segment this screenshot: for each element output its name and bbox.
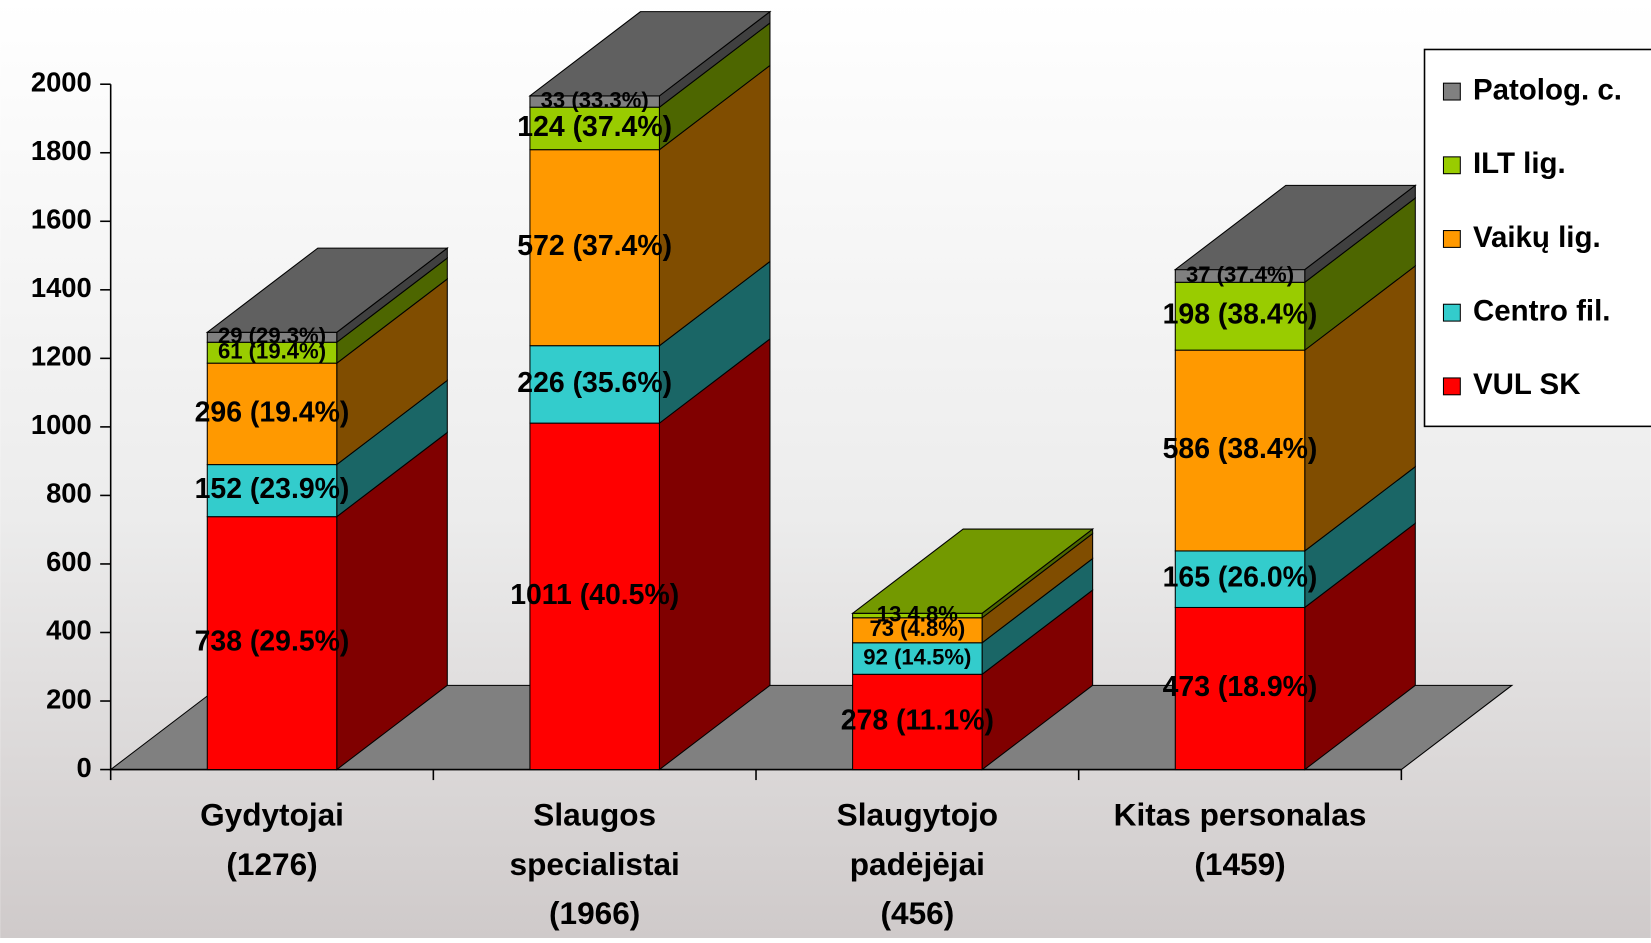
x-tick-label: Slaugos [533,796,656,832]
data-label: 572 (37.4%) [517,230,672,262]
legend-label: ILT lig. [1473,147,1566,180]
data-label: 33 (33.3%) [541,87,649,112]
data-label: 1011 (40.5%) [510,579,679,611]
legend-swatch [1443,304,1460,321]
x-tick-label: (456) [880,895,954,931]
y-tick-label: 1200 [31,341,92,372]
y-tick-label: 1400 [31,272,92,303]
data-label: 198 (38.4%) [1163,299,1318,331]
data-label: 124 (37.4%) [517,111,672,143]
data-label: 152 (23.9%) [195,473,350,505]
legend-swatch [1443,83,1460,100]
x-tick-label: (1276) [226,846,317,882]
data-label: 226 (35.6%) [517,367,672,399]
legend-swatch [1443,378,1460,395]
data-label: 165 (26.0%) [1163,562,1318,594]
x-tick-label: Kitas personalas [1114,796,1367,832]
x-tick-label: padėjėjai [850,846,985,882]
data-label: 13 4.8% [877,601,958,626]
y-tick-label: 1800 [31,135,92,166]
x-tick-label: (1966) [549,895,640,931]
x-tick-label: Slaugytojo [837,796,998,832]
x-tick-label: (1459) [1194,846,1285,882]
chart: 0 200 400 600 800 1000 1200 1400 1600 1800 2000 Gyd… [0,0,1651,938]
legend-label: Vaikų lig. [1473,221,1601,254]
legend-label: Centro fil. [1473,294,1611,327]
y-tick-label: 800 [46,478,92,509]
legend-swatch [1443,231,1460,248]
y-tick-label: 1600 [31,204,92,235]
data-label: 738 (29.5%) [195,626,350,658]
legend-swatch [1443,157,1460,174]
data-label: 586 (38.4%) [1163,433,1318,465]
data-label: 473 (18.9%) [1163,671,1318,703]
y-tick-label: 400 [46,615,92,646]
data-label: 29 (29.3%) [218,323,326,348]
data-label: 296 (19.4%) [195,396,350,428]
legend-label: VUL SK [1473,368,1581,401]
y-tick-label: 0 [77,752,92,783]
data-label: 37 (37.4%) [1186,262,1294,287]
data-label: 278 (11.1%) [841,704,994,736]
x-tick-label: Gydytojai [200,796,344,832]
y-tick-label: 600 [46,546,92,577]
y-tick-label: 1000 [31,409,92,440]
y-tick-label: 2000 [31,66,92,97]
legend-label: Patolog. c. [1473,73,1622,106]
x-tick-label: specialistai [510,846,680,882]
data-label: 92 (14.5%) [863,644,971,669]
y-tick-label: 200 [46,683,92,714]
